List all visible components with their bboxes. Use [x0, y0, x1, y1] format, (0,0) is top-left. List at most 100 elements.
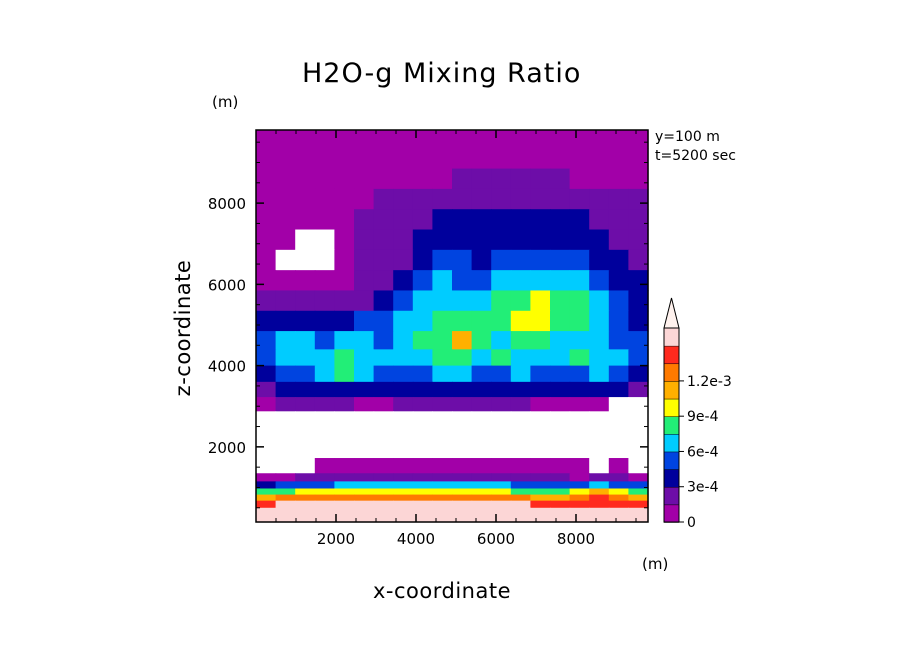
contour-cell — [550, 500, 571, 509]
x-axis-unit: (m) — [642, 555, 669, 573]
contour-cell — [569, 432, 590, 459]
contour-cell — [550, 432, 571, 459]
colorbar-tick-label: 9e-4 — [687, 409, 719, 425]
contour-cell — [491, 365, 512, 383]
contour-cell — [452, 168, 473, 190]
contour-cell — [412, 507, 433, 517]
colorbar-tick-label: 3e-4 — [687, 480, 719, 496]
contour-cell — [314, 349, 335, 367]
contour-cell — [432, 148, 453, 170]
contour-cell — [314, 270, 335, 292]
contour-cell — [295, 432, 316, 459]
contour-cell — [491, 249, 512, 271]
contour-cell — [550, 249, 571, 271]
contour-cell — [373, 270, 394, 292]
colorbar-tick-label: 6e-4 — [687, 444, 719, 460]
contour-cell — [256, 130, 277, 149]
contour-cell — [530, 494, 551, 502]
contour-cell — [491, 349, 512, 367]
contour-cell — [393, 270, 414, 292]
contour-cell — [295, 488, 316, 496]
contour-cell — [373, 188, 394, 210]
contour-cell — [569, 500, 590, 509]
contour-cell — [393, 331, 414, 350]
contour-cell — [256, 209, 277, 231]
contour-cell — [608, 481, 629, 490]
contour-cell — [295, 365, 316, 383]
contour-cell — [589, 515, 610, 523]
contour-cell — [550, 188, 571, 210]
contour-cell — [491, 488, 512, 496]
contour-cell — [608, 458, 629, 474]
contour-cell — [295, 290, 316, 312]
contour-cell — [432, 481, 453, 490]
contour-cell — [256, 500, 277, 509]
colorbar-tick-label: 1.2e-3 — [687, 374, 732, 390]
contour-cell — [373, 209, 394, 231]
contour-cell — [412, 411, 433, 434]
contour-cell — [452, 365, 473, 383]
contour-cell — [530, 411, 551, 434]
contour-cell — [452, 290, 473, 312]
contour-cell — [314, 500, 335, 509]
contour-cell — [628, 494, 649, 502]
contour-cell — [295, 515, 316, 523]
contour-cell — [354, 310, 375, 332]
contour-cell — [354, 349, 375, 367]
contour-cell — [354, 488, 375, 496]
contour-cell — [354, 290, 375, 312]
contour-cell — [510, 365, 531, 383]
contour-cell — [569, 411, 590, 434]
contour-cell — [314, 473, 335, 482]
contour-cell — [471, 494, 492, 502]
contour-cell — [314, 310, 335, 332]
contour-cell — [471, 249, 492, 271]
contour-cell — [256, 381, 277, 398]
contour-cell — [354, 270, 375, 292]
contour-cell — [589, 349, 610, 367]
contour-cell — [393, 481, 414, 490]
contour-cell — [275, 290, 296, 312]
contour-cell — [432, 397, 453, 412]
contour-cell — [393, 209, 414, 231]
contour-cell — [550, 130, 571, 149]
contour-cell — [491, 432, 512, 459]
contour-cell — [510, 331, 531, 350]
contour-cell — [569, 310, 590, 332]
contour-cell — [550, 290, 571, 312]
contour-cell — [510, 488, 531, 496]
contour-cell — [589, 209, 610, 231]
contour-cell — [628, 381, 649, 398]
contour-cell — [354, 507, 375, 517]
contour-cell — [393, 249, 414, 271]
contour-cell — [589, 432, 610, 459]
contour-cell — [354, 500, 375, 509]
contour-cell — [608, 365, 629, 383]
contour-cell — [510, 458, 531, 474]
contour-cell — [354, 432, 375, 459]
contour-cell — [589, 481, 610, 490]
contour-cell — [412, 494, 433, 502]
contour-cell — [530, 290, 551, 312]
contour-cell — [510, 432, 531, 459]
contour-cell — [393, 488, 414, 496]
contour-cell — [412, 349, 433, 367]
annotation-y-position: y=100 m — [655, 129, 720, 145]
colorbar-segment — [663, 433, 680, 453]
contour-cell — [628, 473, 649, 482]
contour-cell — [334, 488, 355, 496]
contour-cell — [432, 290, 453, 312]
contour-cell — [510, 229, 531, 251]
contour-cell — [334, 188, 355, 210]
contour-cell — [569, 290, 590, 312]
contour-cell — [550, 229, 571, 251]
contour-cell — [275, 270, 296, 292]
contour-cell — [589, 500, 610, 509]
contour-cell — [295, 411, 316, 434]
contour-cell — [491, 229, 512, 251]
contour-cell — [550, 481, 571, 490]
contour-cell — [393, 290, 414, 312]
contour-cell — [275, 488, 296, 496]
contour-cell — [412, 229, 433, 251]
contour-cell — [589, 473, 610, 482]
